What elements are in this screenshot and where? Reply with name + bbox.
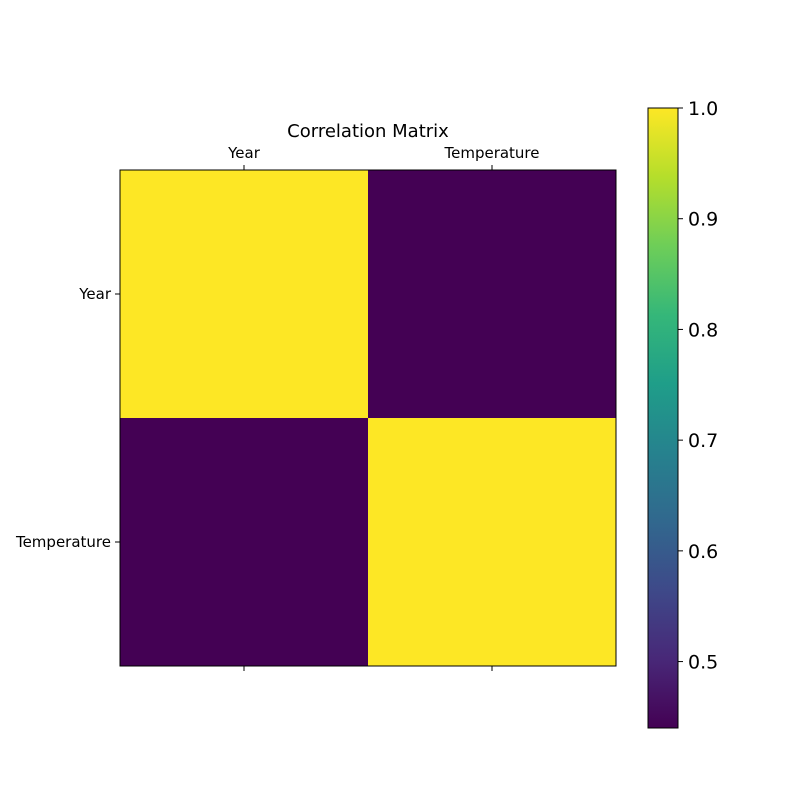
colorbar [647,107,679,729]
x-tick-label: Temperature [443,144,539,162]
heatmap-cell-temperature-year [120,418,368,666]
heatmap-cell-year-temperature [368,170,616,418]
heatmap-cells [120,170,616,666]
x-axis-ticks: Year Temperature [227,144,540,671]
x-tick-label: Year [227,144,261,162]
y-tick-label: Year [78,285,112,303]
heatmap-frame [119,169,617,667]
colorbar-tick-label: 0.7 [688,430,718,452]
heatmap-cell-year-year [120,170,368,418]
y-axis-ticks: Year Temperature [15,285,120,551]
y-tick-label: Temperature [15,533,111,551]
colorbar-tick-label: 0.8 [688,319,718,341]
colorbar-ticks: 0.5 0.6 0.7 0.8 0.9 1.0 [678,98,718,674]
heatmap-cell-temperature-temperature [368,418,616,666]
colorbar-tick-label: 0.9 [688,209,718,231]
colorbar-tick-label: 0.5 [688,652,718,674]
chart-title: Correlation Matrix [287,121,449,142]
colorbar-tick-label: 1.0 [688,98,718,120]
colorbar-tick-label: 0.6 [688,541,718,563]
